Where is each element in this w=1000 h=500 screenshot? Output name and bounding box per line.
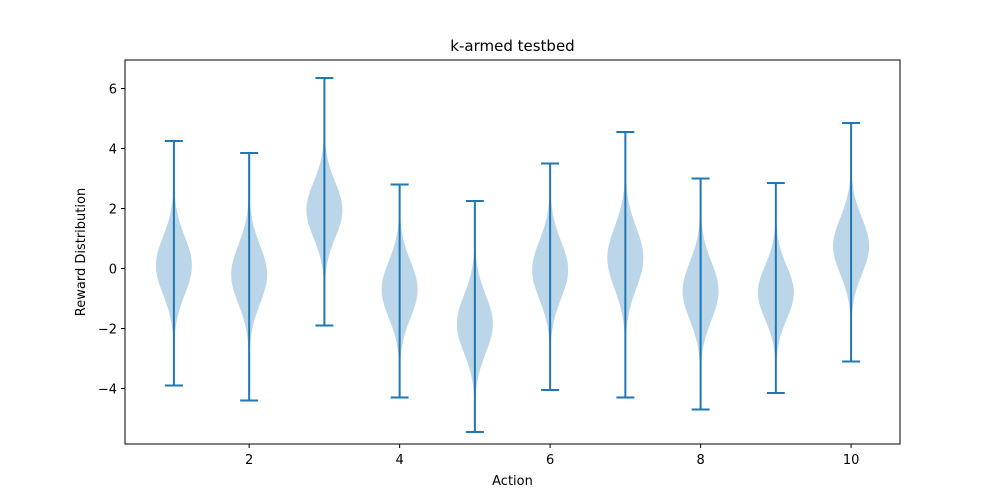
y-tick-label: 6 [109,83,117,98]
x-tick-label: 6 [546,453,554,468]
x-tick-label: 2 [245,453,253,468]
y-tick-label: 0 [109,263,117,278]
x-tick-label: 10 [843,453,860,468]
y-tick-label: −2 [98,323,117,338]
y-axis-label: Reward Distribution [74,188,89,316]
violin-bodies [155,138,870,399]
x-axis-label: Action [492,474,533,489]
x-tick-label: 8 [696,453,704,468]
chart-title: k-armed testbed [450,37,574,55]
x-tick-label: 4 [395,453,403,468]
axis-ticks: 2 4 6 8 10 −4 −2 0 2 4 6 [98,83,860,469]
plot-frame [124,59,901,445]
y-tick-label: 4 [109,143,117,158]
y-tick-label: 2 [109,203,117,218]
y-tick-label: −4 [98,383,117,398]
violin-whiskers [164,77,861,433]
